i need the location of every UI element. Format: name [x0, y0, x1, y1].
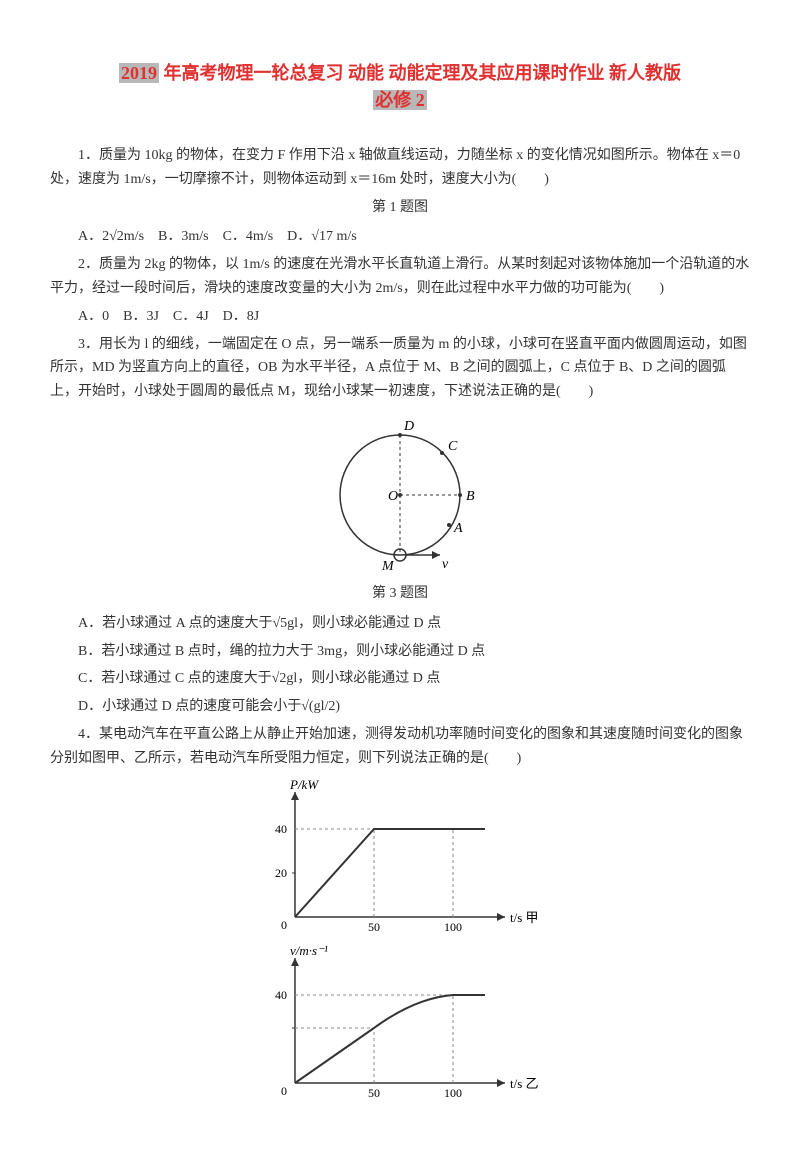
label-m: M	[381, 559, 395, 574]
chart1-ylabel: P/kW	[289, 777, 319, 792]
q3-opt-d: D．小球通过 D 点的速度可能会小于√(gl/2)	[50, 695, 750, 719]
q3-opt-b: B．若小球通过 B 点时，绳的拉力大于 3mg，则小球必能通过 D 点	[50, 640, 750, 664]
chart2-ylabel: v/m·s⁻¹	[290, 943, 328, 958]
chart1-origin: 0	[281, 918, 287, 932]
label-b: B	[466, 489, 475, 504]
q4-text: 4．某电动汽车在平直公路上从静止开始加速，测得发动机功率随时间变化的图象和其速度…	[50, 723, 750, 771]
q2-text: 2．质量为 2kg 的物体，以 1m/s 的速度在光滑水平长直轨道上滑行。从某时…	[50, 253, 750, 301]
q3-caption: 第 3 题图	[50, 582, 750, 606]
chart2-ytick-40: 40	[275, 988, 287, 1002]
chart2-origin: 0	[281, 1084, 287, 1098]
chart2-xtick-50: 50	[368, 1086, 380, 1100]
q1-caption: 第 1 题图	[50, 196, 750, 220]
chart-power: P/kW t/s 甲 20 40 50 100 0	[255, 777, 545, 937]
title-main: 年高考物理一轮总复习 动能 动能定理及其应用课时作业 新人教版	[159, 63, 681, 83]
label-o: O	[388, 489, 398, 504]
q3-opt-a: A．若小球通过 A 点的速度大于√5gl，则小球必能通过 D 点	[50, 612, 750, 636]
label-a: A	[453, 521, 463, 536]
q3-text: 3．用长为 l 的细线，一端固定在 O 点，另一端系一质量为 m 的小球，小球可…	[50, 333, 750, 404]
label-v: v	[442, 557, 449, 572]
chart1-xtick-50: 50	[368, 920, 380, 934]
chart1-xlabel: t/s 甲	[510, 910, 539, 925]
chart1-xtick-100: 100	[444, 920, 462, 934]
chart1-ytick-40: 40	[275, 822, 287, 836]
chart1-ytick-20: 20	[275, 866, 287, 880]
chart2-xtick-100: 100	[444, 1086, 462, 1100]
q3-diagram: O D C B A M v	[310, 410, 490, 580]
chart2-xlabel: t/s 乙	[510, 1076, 539, 1091]
q3-opt-c: C．若小球通过 C 点的速度大于√2gl，则小球必能通过 D 点	[50, 667, 750, 691]
page-title: 2019 年高考物理一轮总复习 动能 动能定理及其应用课时作业 新人教版 必修 …	[50, 60, 750, 114]
title-suffix: 必修 2	[373, 90, 427, 110]
q2-options: A．0 B．3J C．4J D．8J	[50, 305, 750, 329]
chart-velocity: v/m·s⁻¹ t/s 乙 40 50 100 0	[255, 943, 545, 1103]
label-d: D	[403, 419, 414, 434]
q1-text: 1．质量为 10kg 的物体，在变力 F 作用下沿 x 轴做直线运动，力随坐标 …	[50, 144, 750, 192]
q1-options: A．2√2m/s B．3m/s C．4m/s D．√17 m/s	[50, 225, 750, 249]
title-year: 2019	[119, 63, 159, 83]
label-c: C	[448, 439, 458, 454]
